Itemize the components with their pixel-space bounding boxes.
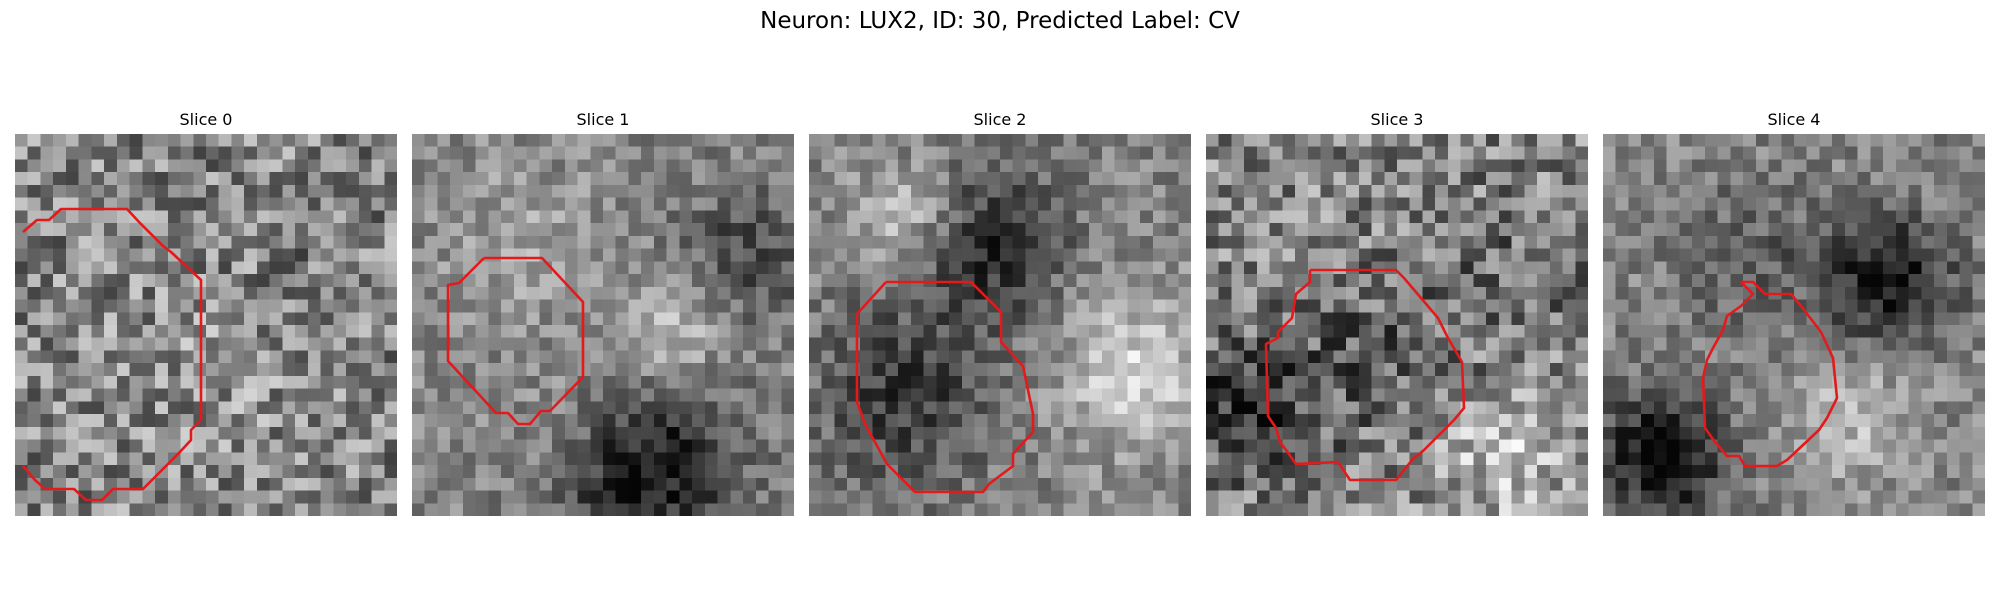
slice-image bbox=[1206, 134, 1588, 516]
roi-contour bbox=[22, 207, 203, 502]
slice-panel-0: Slice 0 bbox=[15, 110, 397, 516]
figure-title: Neuron: LUX2, ID: 30, Predicted Label: C… bbox=[760, 8, 1240, 34]
slice-title: Slice 1 bbox=[576, 110, 630, 129]
roi-contour bbox=[855, 280, 1035, 494]
slice-title: Slice 0 bbox=[179, 110, 233, 129]
slice-image bbox=[412, 134, 794, 516]
slice-image bbox=[15, 134, 397, 516]
grayscale-image bbox=[412, 134, 794, 516]
slice-title: Slice 3 bbox=[1370, 110, 1424, 129]
roi-contour bbox=[446, 256, 585, 426]
grayscale-image bbox=[1206, 134, 1588, 516]
slice-title: Slice 4 bbox=[1767, 110, 1821, 129]
slice-image bbox=[809, 134, 1191, 516]
slice-panel-4: Slice 4 bbox=[1603, 110, 1985, 516]
slice-image bbox=[1603, 134, 1985, 516]
grayscale-image bbox=[15, 134, 397, 516]
slice-title: Slice 2 bbox=[973, 110, 1027, 129]
slice-panel-2: Slice 2 bbox=[809, 110, 1191, 516]
slice-panel-1: Slice 1 bbox=[412, 110, 794, 516]
roi-contour bbox=[1264, 268, 1466, 482]
roi-contour bbox=[1701, 280, 1839, 468]
slice-panel-3: Slice 3 bbox=[1206, 110, 1588, 516]
